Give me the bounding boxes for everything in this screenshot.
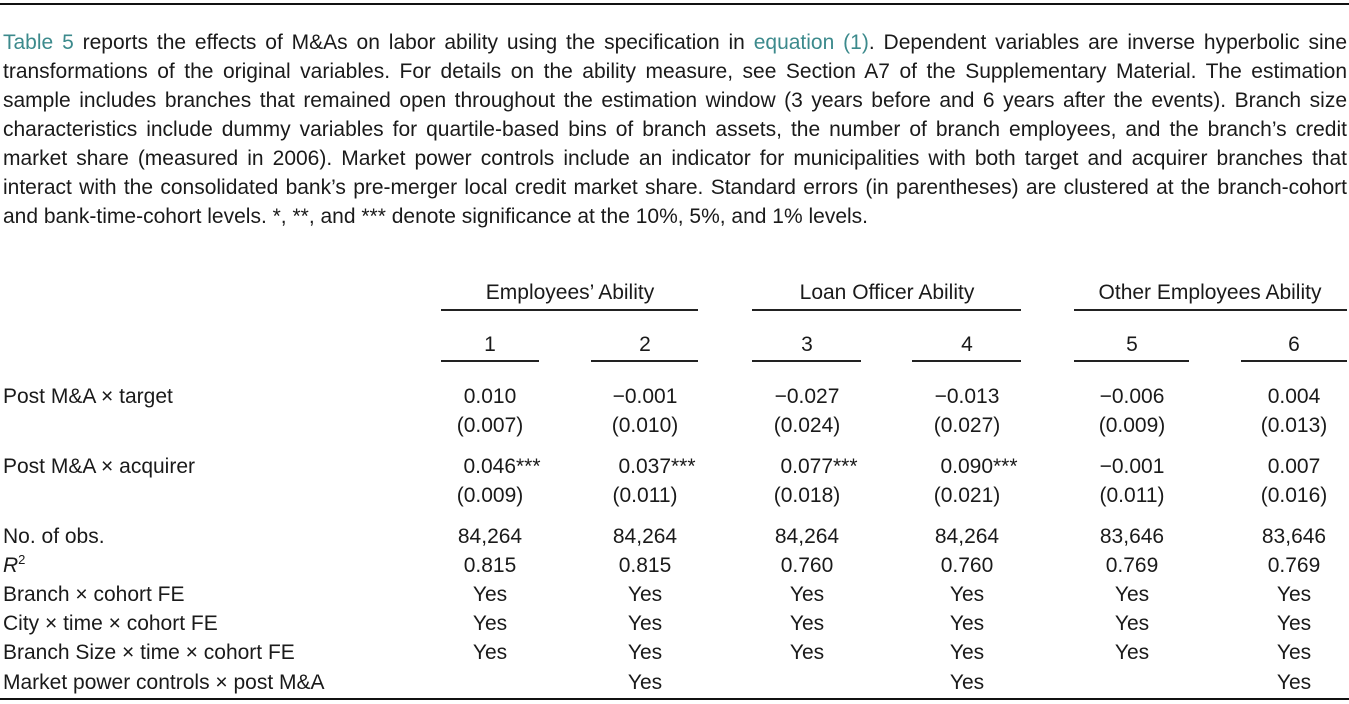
table-top-rule [0, 3, 1349, 5]
std-error-cell: (0.011) [612, 484, 678, 507]
row-label: Branch × cohort FE [3, 583, 185, 606]
equation-1-link[interactable]: equation (1) [753, 31, 869, 54]
std-error-cell: (0.013) [1260, 414, 1328, 437]
coefficient-cell: −0.006 [1099, 385, 1165, 408]
coefficient-cell: 0.004 [1267, 385, 1321, 408]
table-cell: 0.815 [618, 554, 672, 577]
table-cell: Yes [1276, 671, 1312, 694]
row-label: Post M&A × target [3, 385, 173, 408]
column-number: 5 [1126, 333, 1138, 356]
coefficient-cell: 0.010 [463, 385, 517, 408]
table-cell: 84,264 [612, 525, 678, 548]
r-squared-exponent: 2 [18, 552, 26, 567]
table-cell: 84,264 [934, 525, 1000, 548]
group-underline [1074, 309, 1347, 311]
column-underline [1241, 360, 1347, 362]
column-number: 2 [639, 333, 651, 356]
std-error-cell: (0.010) [611, 414, 679, 437]
row-label: Branch Size × time × cohort FE [3, 641, 295, 664]
table-cell: Yes [789, 612, 825, 635]
table-caption: Table 5 reports the effects of M&As on l… [3, 28, 1347, 231]
column-number: 1 [484, 333, 496, 356]
coefficient-cell: 0.046*** [463, 455, 541, 478]
column-underline [1074, 360, 1189, 362]
std-error-cell: (0.007) [456, 414, 524, 437]
table-cell: 0.760 [940, 554, 994, 577]
std-error-cell: (0.024) [773, 414, 841, 437]
group-header: Loan Officer Ability [799, 281, 975, 304]
table-cell: 0.815 [463, 554, 517, 577]
table-cell: Yes [627, 583, 663, 606]
table-cell: 0.760 [780, 554, 834, 577]
std-error-cell: (0.009) [456, 484, 524, 507]
table-cell: Yes [627, 641, 663, 664]
coefficient-cell: 0.090*** [940, 455, 1018, 478]
std-error-cell: (0.018) [773, 484, 841, 507]
group-header: Other Employees Ability [1098, 281, 1322, 304]
table-cell: Yes [1114, 641, 1150, 664]
table-cell: 84,264 [774, 525, 840, 548]
table-cell: Yes [789, 583, 825, 606]
caption-text-1: reports the effects of M&As on labor abi… [73, 31, 754, 54]
table-cell: Yes [627, 671, 663, 694]
coefficient-cell: −0.013 [934, 385, 1000, 408]
caption-text-2: . Dependent variables are inverse hyperb… [3, 31, 1348, 228]
row-label: Post M&A × acquirer [3, 455, 196, 478]
coefficient-cell: −0.001 [612, 385, 678, 408]
table-cell: 83,646 [1261, 525, 1327, 548]
table-cell: Yes [472, 612, 508, 635]
std-error-cell: (0.011) [1099, 484, 1165, 507]
table-bottom-rule [0, 698, 1349, 700]
table-cell: 0.769 [1267, 554, 1321, 577]
column-number: 6 [1288, 333, 1300, 356]
std-error-cell: (0.016) [1260, 484, 1328, 507]
column-underline [441, 360, 539, 362]
coefficient-cell: 0.037*** [618, 455, 696, 478]
table-cell: Yes [1276, 583, 1312, 606]
table-cell: Yes [472, 583, 508, 606]
row-label: Market power controls × post M&A [3, 671, 325, 694]
column-underline [591, 360, 698, 362]
coefficient-cell: 0.077*** [780, 455, 858, 478]
coefficient-cell: 0.007 [1267, 455, 1321, 478]
table-cell: Yes [472, 641, 508, 664]
table-cell: Yes [1276, 612, 1312, 635]
column-underline [752, 360, 861, 362]
table-cell: 0.769 [1105, 554, 1159, 577]
row-label: City × time × cohort FE [3, 612, 218, 635]
table-cell: 83,646 [1099, 525, 1165, 548]
r-squared-label: R2 [3, 551, 25, 580]
table-cell: Yes [627, 612, 663, 635]
table-cell: Yes [1114, 612, 1150, 635]
column-underline [912, 360, 1021, 362]
std-error-cell: (0.027) [933, 414, 1001, 437]
row-label: No. of obs. [3, 525, 105, 548]
table-cell: Yes [949, 583, 985, 606]
std-error-cell: (0.009) [1098, 414, 1166, 437]
column-number: 4 [961, 333, 973, 356]
group-header: Employees’ Ability [485, 281, 655, 304]
column-number: 3 [801, 333, 813, 356]
table-cell: Yes [1114, 583, 1150, 606]
coefficient-cell: −0.001 [1099, 455, 1165, 478]
table-cell: 84,264 [457, 525, 523, 548]
coefficient-cell: −0.027 [774, 385, 840, 408]
table-cell: Yes [949, 671, 985, 694]
table-cell: Yes [1276, 641, 1312, 664]
r-squared-symbol: R [3, 554, 19, 577]
table-cell: Yes [949, 612, 985, 635]
group-underline [441, 309, 698, 311]
table-5-link[interactable]: Table 5 [3, 31, 74, 54]
std-error-cell: (0.021) [933, 484, 1001, 507]
group-underline [752, 309, 1021, 311]
table-cell: Yes [949, 641, 985, 664]
table-cell: Yes [789, 641, 825, 664]
